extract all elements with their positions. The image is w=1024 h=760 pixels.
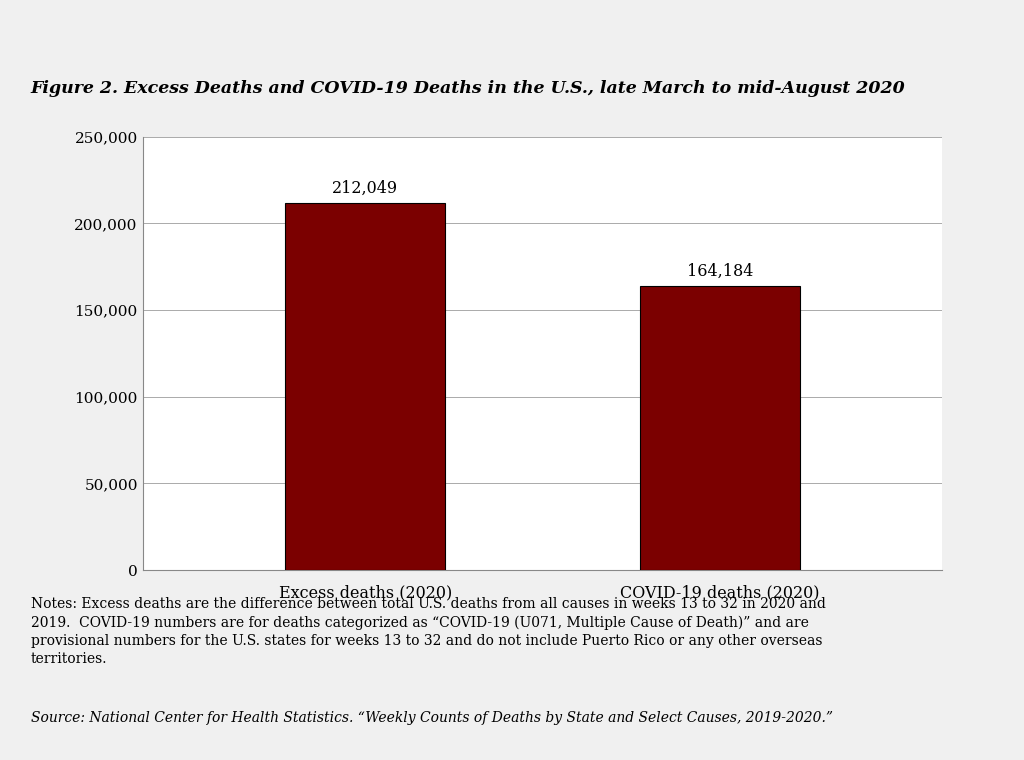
Bar (640, 286, 800, 570)
Text: 164,184: 164,184 (687, 262, 754, 280)
Bar (286, 203, 445, 570)
Text: Notes: Excess deaths are the difference between total U.S. deaths from all cause: Notes: Excess deaths are the difference … (31, 597, 825, 667)
Text: Figure 2. Excess Deaths and COVID-19 Deaths in the U.S., late March to mid-Augus: Figure 2. Excess Deaths and COVID-19 Dea… (31, 80, 905, 97)
Text: 212,049: 212,049 (332, 179, 398, 197)
Text: Source: National Center for Health Statistics. “Weekly Counts of Deaths by State: Source: National Center for Health Stati… (31, 711, 833, 724)
